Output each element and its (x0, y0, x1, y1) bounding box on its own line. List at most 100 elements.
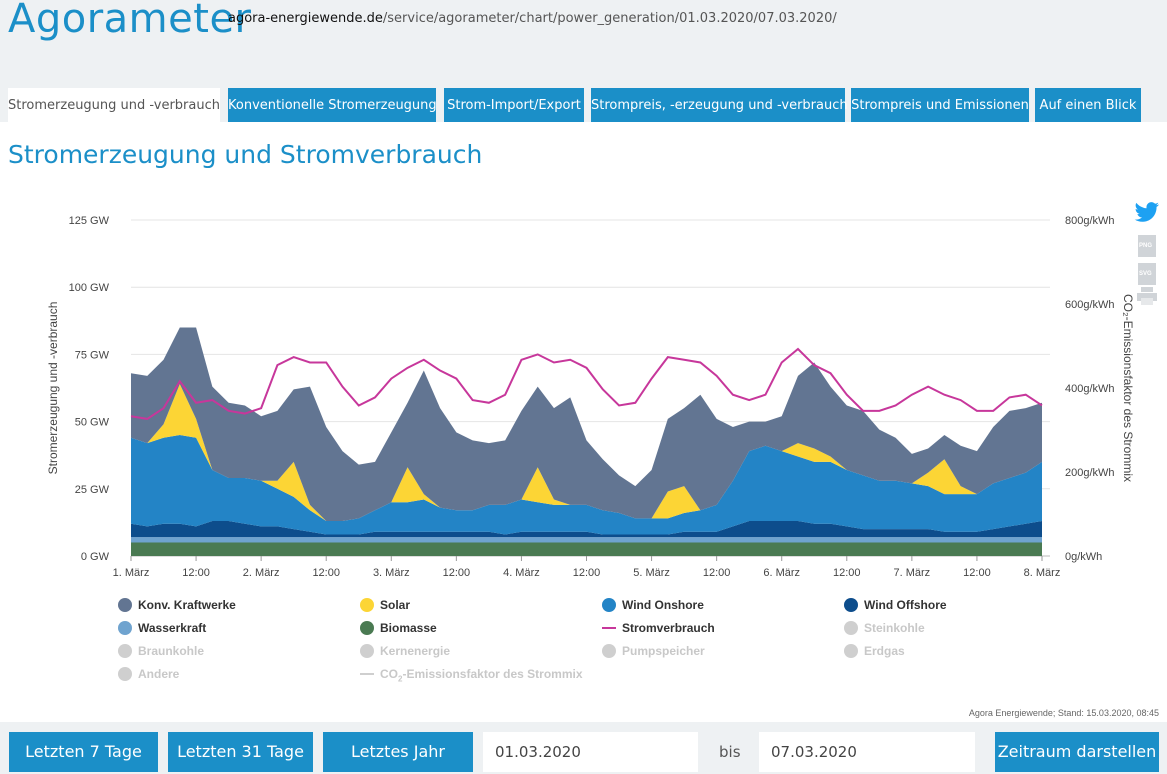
x-tick-label: 1. März (113, 567, 150, 579)
stand-note: Agora Energiewende; Stand: 15.03.2020, 0… (968, 708, 1159, 718)
date-from-input[interactable]: 01.03.2020 (483, 732, 698, 772)
chart-panel: Stromerzeugung und Stromverbrauch 0 GW 25… (0, 122, 1167, 722)
legend-label: Andere (138, 667, 180, 681)
legend-item-braunkohle[interactable]: Braunkohle (118, 643, 204, 659)
legend-label-rest: -Emissionsfaktor des Strommix (402, 667, 583, 681)
y2-axis-title: CO₂-Emissionsfaktor des Strommix (1121, 294, 1135, 482)
legend-dot-symbol (602, 598, 616, 612)
legend-label: Pumpspeicher (622, 644, 705, 658)
url-host: agora-energiewende.de (228, 11, 383, 26)
svg-download-icon[interactable]: SVG (1138, 263, 1156, 285)
legend-dot-symbol (118, 621, 132, 635)
header: Agorameter agora-energiewende.de/service… (0, 0, 1167, 90)
legend-line-symbol (360, 673, 374, 675)
legend-label: Wasserkraft (138, 621, 207, 635)
last-year-button[interactable]: Letztes Jahr (323, 732, 473, 772)
x-tick-label: 3. März (373, 567, 410, 579)
legend-label: Steinkohle (864, 621, 925, 635)
x-tick-label: 6. März (763, 567, 800, 579)
legend-item-wasserkraft[interactable]: Wasserkraft (118, 620, 206, 636)
x-tick-label: 4. März (503, 567, 540, 579)
twitter-icon[interactable] (1134, 202, 1160, 224)
legend-dot-symbol (602, 644, 616, 658)
x-tick-label: 7. März (894, 567, 931, 579)
tab-import-export[interactable]: Strom-Import/Export (444, 88, 584, 122)
legend-item-konv-kraftwerke[interactable]: Konv. Kraftwerke (118, 597, 236, 613)
x-tick-label: 12:00 (833, 567, 861, 579)
url-path: agora-energiewende.de/service/agorameter… (228, 11, 837, 26)
x-tick-label: 12:00 (443, 567, 471, 579)
svg-icon-text: SVG (1139, 271, 1152, 277)
area-konv-kraftwerke (131, 327, 1042, 522)
legend-item-kernenergie[interactable]: Kernenergie (360, 643, 450, 659)
legend-item-steinkohle[interactable]: Steinkohle (844, 620, 925, 636)
legend-label-subscript: 2 (398, 674, 403, 684)
legend-item-solar[interactable]: Solar (360, 597, 410, 613)
y-tick-label: 125 GW (69, 215, 110, 227)
png-icon-text: PNG (1139, 243, 1153, 249)
legend-dot-symbol (360, 644, 374, 658)
legend-label: Wind Onshore (622, 598, 704, 612)
y-tick-label: 100 GW (69, 282, 110, 294)
area-wind-offshore (131, 521, 1042, 538)
legend-dot-symbol (118, 598, 132, 612)
tab-stromerzeugung[interactable]: Stromerzeugung und -verbrauch (8, 88, 220, 122)
legend-label: Solar (380, 598, 411, 612)
tab-konventionelle[interactable]: Konventionelle Stromerzeugung (228, 88, 437, 122)
legend-item-co2-emissionsfaktor-des-strommix[interactable]: CO2-Emissionsfaktor des Strommix (360, 666, 583, 684)
y-tick-label: 75 GW (75, 349, 110, 361)
legend-label: Wind Offshore (864, 598, 947, 612)
date-to-input[interactable]: 07.03.2020 (759, 732, 975, 772)
legend-item-andere[interactable]: Andere (118, 666, 179, 682)
tab-auf-einen-blick[interactable]: Auf einen Blick (1035, 88, 1141, 122)
legend-label: Erdgas (864, 644, 905, 658)
x-tick-label: 12:00 (703, 567, 731, 579)
print-icon[interactable] (1136, 287, 1158, 305)
y2-tick-label: 600g/kWh (1065, 299, 1115, 311)
legend-dot-symbol (360, 621, 374, 635)
legend-label: CO (380, 667, 398, 681)
legend-dot-symbol (844, 598, 858, 612)
legend-label: Kernenergie (380, 644, 451, 658)
legend-item-wind-offshore[interactable]: Wind Offshore (844, 597, 947, 613)
legend-item-biomasse[interactable]: Biomasse (360, 620, 437, 636)
x-tick-label: 5. März (633, 567, 670, 579)
page-title: Stromerzeugung und Stromverbrauch (8, 140, 483, 169)
y2-tick-label: 200g/kWh (1065, 467, 1115, 479)
show-range-button[interactable]: Zeitraum darstellen (995, 732, 1159, 772)
tab-strompreis-erzeugung[interactable]: Strompreis, -erzeugung und -verbrauch (591, 88, 848, 122)
x-tick-label: 12:00 (963, 567, 991, 579)
x-tick-label: 12:00 (182, 567, 210, 579)
y2-tick-label: 800g/kWh (1065, 215, 1115, 227)
share-icons: PNG SVG (1134, 202, 1160, 310)
y-tick-label: 0 GW (81, 551, 110, 563)
x-tick-label: 8. März (1024, 567, 1061, 579)
logo[interactable]: Agorameter (8, 0, 252, 42)
legend-dot-symbol (844, 621, 858, 635)
legend-item-pumpspeicher[interactable]: Pumpspeicher (602, 643, 705, 659)
area-wind-onshore (131, 435, 1042, 535)
legend-label: Braunkohle (138, 644, 205, 658)
bis-label: bis (719, 743, 741, 761)
url-path-text: /service/agorameter/chart/power_generati… (382, 11, 837, 26)
legend-dot-symbol (844, 644, 858, 658)
legend-dot-symbol (360, 598, 374, 612)
tab-strompreis-emissionen[interactable]: Strompreis und Emissionen (851, 88, 1029, 122)
legend-label: Konv. Kraftwerke (138, 598, 236, 612)
legend-label: Stromverbrauch (622, 621, 715, 635)
x-tick-label: 2. März (243, 567, 280, 579)
area-biomasse (131, 542, 1042, 556)
legend-item-wind-onshore[interactable]: Wind Onshore (602, 597, 704, 613)
y2-tick-label: 400g/kWh (1065, 383, 1115, 395)
legend-dot-symbol (118, 667, 132, 681)
y-tick-label: 25 GW (75, 484, 110, 496)
line-stromverbrauch (130, 347, 1043, 420)
legend-dot-symbol (118, 644, 132, 658)
last-7-days-button[interactable]: Letzten 7 Tage (9, 732, 158, 772)
last-31-days-button[interactable]: Letzten 31 Tage (168, 732, 313, 772)
legend-item-erdgas[interactable]: Erdgas (844, 643, 905, 659)
chart: 0 GW 25 GW 50 GW 75 GW 100 GW 125 GW 0g/kWh 200… (46, 215, 1135, 579)
legend-item-stromverbrauch[interactable]: Stromverbrauch (602, 620, 715, 636)
x-tick-label: 12:00 (312, 567, 340, 579)
png-download-icon[interactable]: PNG (1138, 235, 1156, 257)
